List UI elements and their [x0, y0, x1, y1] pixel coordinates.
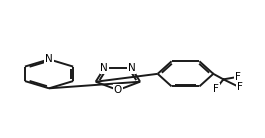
Text: O: O	[114, 85, 122, 95]
Text: F: F	[237, 82, 243, 92]
Text: N: N	[100, 63, 108, 73]
Text: F: F	[213, 84, 219, 94]
Text: N: N	[45, 54, 53, 64]
Text: F: F	[235, 72, 241, 82]
Text: N: N	[128, 63, 135, 73]
